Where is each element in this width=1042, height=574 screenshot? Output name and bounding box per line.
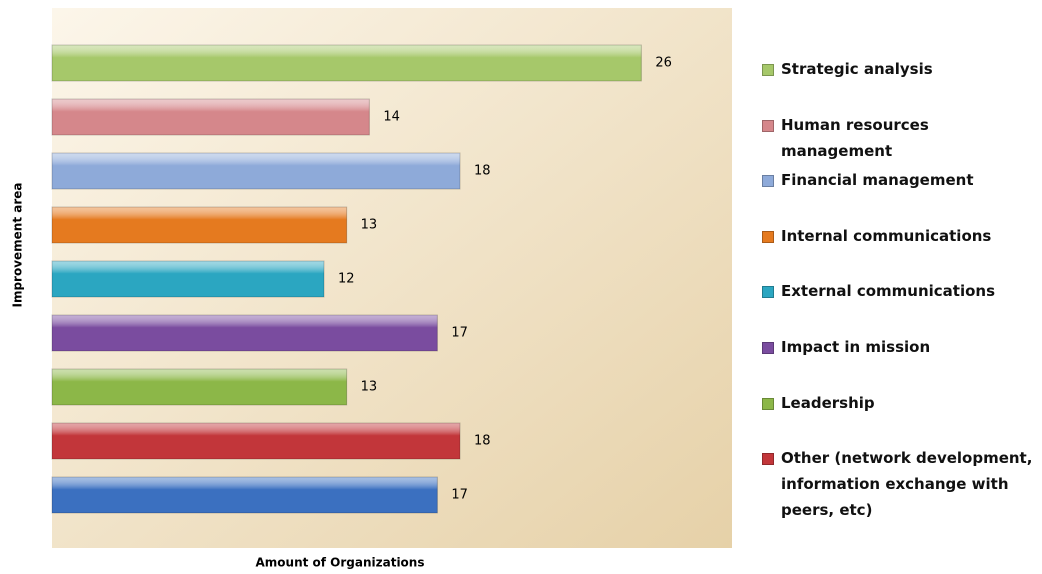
value-label: 13 [361,380,378,395]
legend-label: Internal communications [781,226,992,245]
legend-label: External communications [781,282,996,301]
legend-swatch [762,64,774,76]
bar-shine [51,98,370,136]
legend-label: Human resources management [781,115,929,160]
value-label: 17 [451,488,468,503]
bar-shine [51,44,642,82]
legend-swatch [762,397,774,410]
value-label: 12 [338,272,355,287]
y-axis-label: Improvement area [11,182,25,307]
legend-item: Other (network development, information … [760,445,1040,523]
value-label: 26 [655,56,672,71]
legend-label: Financial management [781,171,974,190]
legend-swatch [762,453,774,466]
value-label: 14 [383,110,400,125]
legend-swatch [762,286,774,299]
bar-shine [51,260,325,298]
value-label: 18 [474,434,491,449]
legend-item: Leadership [760,390,1040,416]
value-label: 18 [474,164,491,179]
value-label: 17 [451,326,468,341]
bar-shine [51,476,438,514]
legend-item: Internal communications [760,223,1040,249]
bar-shine [51,314,438,352]
legend-label: Impact in mission [781,338,931,356]
legend-swatch [762,175,774,188]
legend-item: Human resources management [760,112,1040,164]
legend-item: External communications [760,278,1040,304]
legend-label: Other (network development, information … [781,449,1033,520]
bar-shine [51,422,461,460]
value-label: 13 [361,218,378,233]
legend-swatch [762,119,774,132]
legend-swatch [762,230,774,243]
legend-item: Strategic analysis [760,56,1040,82]
legend-label: Leadership [781,393,875,412]
legend-swatch [762,342,774,354]
bar-shine [51,368,348,406]
x-axis-label: Amount of Organizations [255,556,424,570]
legend-label: Strategic analysis [781,60,933,78]
bar-shine [51,206,348,244]
legend-item: Financial management [760,167,1040,193]
legend-item: Impact in mission [760,334,1040,360]
bar-shine [51,152,461,190]
